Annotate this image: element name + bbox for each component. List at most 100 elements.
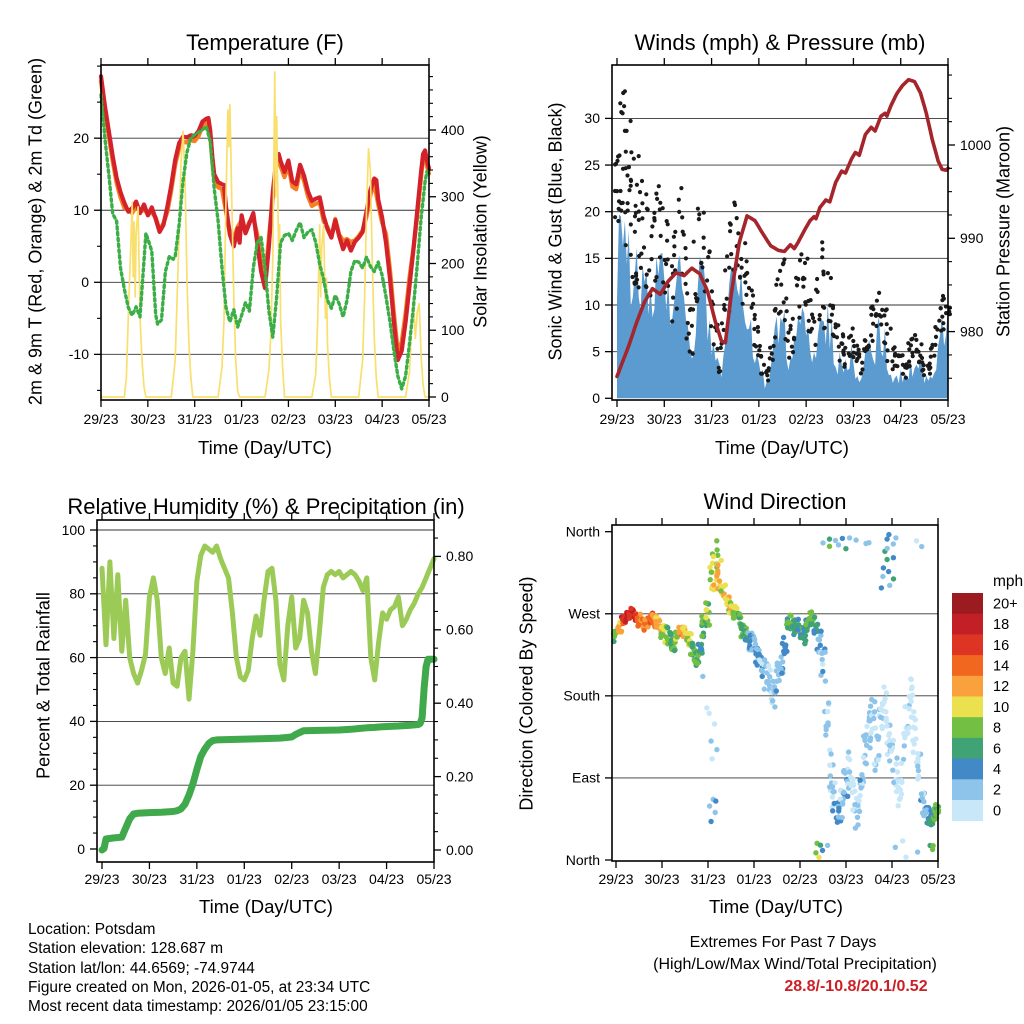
svg-text:04/23: 04/23 — [874, 871, 909, 887]
svg-text:03/23: 03/23 — [318, 411, 353, 427]
extremes-values: 28.8/-10.8/20.1/0.52 — [784, 978, 928, 995]
svg-text:5: 5 — [592, 343, 600, 359]
svg-text:29/23: 29/23 — [84, 871, 119, 887]
panel-temperature-title: Temperature (F) — [186, 30, 344, 55]
svg-text:30/23: 30/23 — [644, 871, 679, 887]
svg-text:03/23: 03/23 — [322, 871, 357, 887]
svg-text:0.60: 0.60 — [446, 622, 473, 638]
svg-text:31/23: 31/23 — [179, 871, 214, 887]
wind-left-axis-label: Sonic Wind & Gust (Blue, Black) — [545, 102, 566, 361]
svg-text:0: 0 — [993, 803, 1001, 819]
station-elevation: Station elevation: 128.687 m — [28, 940, 224, 957]
svg-text:04/23: 04/23 — [365, 411, 400, 427]
svg-text:30: 30 — [584, 110, 600, 126]
temperature-x-axis-label: Time (Day/UTC) — [198, 437, 332, 458]
panel-wind-pressure-title: Winds (mph) & Pressure (mb) — [634, 30, 926, 55]
wind-direction-axes: 29/23 30/23 31/23 01/23 02/23 03/23 04/23 05/23… — [563, 518, 956, 887]
svg-text:40: 40 — [69, 713, 85, 729]
svg-text:1000: 1000 — [960, 137, 991, 153]
svg-text:0: 0 — [77, 841, 85, 857]
svg-text:20: 20 — [73, 130, 89, 146]
svg-text:02/23: 02/23 — [789, 411, 824, 427]
humidity-x-axis-label: Time (Day/UTC) — [199, 896, 333, 917]
extremes-subtitle: (High/Low/Max Wind/Total Precipitation) — [653, 956, 937, 973]
svg-text:10: 10 — [73, 202, 89, 218]
direction-x-axis-label: Time (Day/UTC) — [709, 896, 843, 917]
svg-text:18: 18 — [993, 617, 1009, 633]
wind-pressure-axes: 29/23 30/23 31/23 01/23 02/23 03/23 04/23 05/23… — [584, 58, 991, 427]
svg-text:30/23: 30/23 — [132, 871, 167, 887]
svg-text:01/23: 01/23 — [224, 411, 259, 427]
svg-text:05/23: 05/23 — [930, 411, 965, 427]
svg-text:04/23: 04/23 — [883, 411, 918, 427]
svg-text:31/23: 31/23 — [694, 411, 729, 427]
wind-pressure-x-axis-label: Time (Day/UTC) — [715, 437, 849, 458]
svg-text:0: 0 — [592, 390, 600, 406]
svg-text:100: 100 — [441, 322, 465, 338]
svg-text:West: West — [568, 606, 600, 622]
svg-text:20+: 20+ — [993, 596, 1018, 612]
direction-left-axis-label: Direction (Colored By Speed) — [516, 576, 537, 811]
svg-text:29/23: 29/23 — [83, 411, 118, 427]
svg-text:01/23: 01/23 — [736, 871, 771, 887]
svg-text:29/23: 29/23 — [598, 871, 633, 887]
station-latlon: Station lat/lon: 44.6569; -74.9744 — [28, 960, 255, 977]
speed-colorbar: 20+ 18 16 14 12 10 8 6 4 2 0 mph — [952, 573, 1023, 822]
svg-text:12: 12 — [993, 679, 1009, 695]
svg-text:60: 60 — [69, 649, 85, 665]
pressure-line — [615, 77, 950, 379]
svg-text:30/23: 30/23 — [130, 411, 165, 427]
svg-text:31/23: 31/23 — [177, 411, 212, 427]
svg-text:0: 0 — [81, 274, 89, 290]
panel-humidity-precip — [97, 529, 434, 786]
svg-text:4: 4 — [993, 762, 1001, 778]
svg-text:6: 6 — [993, 741, 1001, 757]
svg-text:8: 8 — [993, 721, 1001, 737]
svg-text:0: 0 — [441, 389, 449, 405]
svg-text:990: 990 — [960, 230, 984, 246]
svg-text:2: 2 — [993, 783, 1001, 799]
panel-humidity-precip-title: Relative Humidity (%) & Precipitation (i… — [67, 494, 465, 519]
svg-text:North: North — [566, 524, 600, 540]
svg-text:16: 16 — [993, 638, 1009, 654]
svg-text:30/23: 30/23 — [647, 411, 682, 427]
svg-text:East: East — [572, 770, 600, 786]
sonic-wind-area — [617, 214, 948, 399]
svg-text:02/23: 02/23 — [274, 871, 309, 887]
svg-text:05/23: 05/23 — [416, 871, 451, 887]
svg-text:0.20: 0.20 — [446, 768, 473, 784]
svg-text:North: North — [566, 852, 600, 868]
figure-created-timestamp: Figure created on Mon, 2026-01-05, at 23… — [28, 979, 371, 996]
temperature-left-axis-label: 2m & 9m T (Red, Orange) & 2m Td (Green) — [25, 57, 46, 406]
humidity-precip-axes: 29/23 30/23 31/23 01/23 02/23 03/23 04/23 05/23… — [62, 513, 473, 887]
svg-text:01/23: 01/23 — [741, 411, 776, 427]
station-location: Location: Potsdam — [28, 921, 156, 938]
svg-text:15: 15 — [584, 250, 600, 266]
svg-text:0.80: 0.80 — [446, 548, 473, 564]
svg-text:01/23: 01/23 — [227, 871, 262, 887]
most-recent-data-timestamp: Most recent data timestamp: 2026/01/05 2… — [28, 998, 368, 1015]
svg-text:mph: mph — [993, 573, 1023, 590]
svg-text:31/23: 31/23 — [690, 871, 725, 887]
svg-text:20: 20 — [69, 777, 85, 793]
svg-text:-10: -10 — [69, 346, 89, 362]
svg-text:80: 80 — [69, 586, 85, 602]
svg-text:0.40: 0.40 — [446, 695, 473, 711]
temperature-series — [98, 71, 432, 398]
svg-text:14: 14 — [993, 659, 1009, 675]
svg-text:03/23: 03/23 — [836, 411, 871, 427]
svg-text:04/23: 04/23 — [369, 871, 404, 887]
wind-direction-dots — [611, 531, 942, 861]
humidity-left-axis-label: Percent & Total Rainfall — [33, 592, 54, 779]
svg-text:05/23: 05/23 — [920, 871, 955, 887]
svg-text:29/23: 29/23 — [599, 411, 634, 427]
panel-wind-direction-title: Wind Direction — [703, 489, 847, 514]
svg-text:400: 400 — [441, 122, 465, 138]
panel-wind-direction — [612, 613, 938, 779]
svg-text:10: 10 — [584, 297, 600, 313]
humidity-precip-series — [98, 543, 438, 854]
svg-text:980: 980 — [960, 323, 984, 339]
svg-text:20: 20 — [584, 204, 600, 220]
